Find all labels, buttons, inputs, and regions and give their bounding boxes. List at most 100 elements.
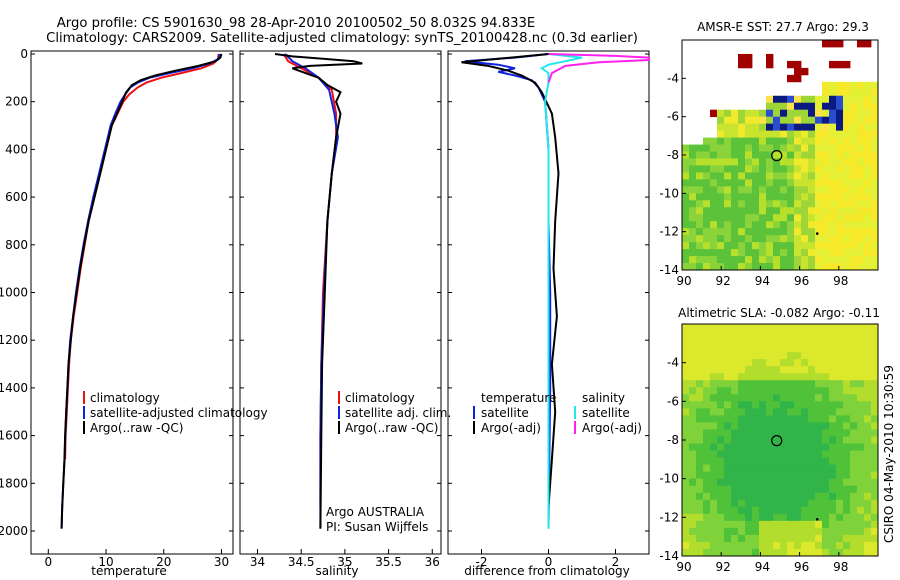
- map-cell: [703, 207, 711, 215]
- map-cell: [850, 471, 858, 480]
- map-cell: [731, 366, 739, 374]
- map-cell: [822, 394, 830, 402]
- map-cell: [808, 492, 816, 501]
- map-cell: [871, 172, 879, 180]
- map-cell: [710, 450, 718, 458]
- map-cell: [773, 506, 781, 515]
- map-cell: [857, 123, 865, 132]
- map-cell: [850, 443, 858, 451]
- map-cell: [717, 394, 725, 402]
- map-cell: [745, 394, 753, 402]
- map-cell: [857, 387, 865, 395]
- map-cell: [815, 249, 823, 257]
- map-cell: [794, 429, 802, 437]
- map-cell: [689, 401, 697, 409]
- map-cell: [759, 429, 767, 437]
- map-cell: [808, 366, 816, 374]
- map-cell: [857, 235, 865, 243]
- map-cell: [710, 324, 718, 332]
- map-cell: [787, 123, 795, 132]
- map-cell: [787, 186, 795, 194]
- map-cell: [703, 450, 711, 458]
- map-cell: [815, 242, 823, 250]
- map-cell: [745, 256, 753, 264]
- map-cell: [780, 95, 788, 104]
- map-cell: [689, 478, 697, 487]
- difference-legend: temperature satellite Argo(-adj) salinit…: [473, 391, 642, 435]
- map-cell: [850, 513, 858, 522]
- map-cell: [822, 151, 830, 159]
- map-cell: [724, 207, 732, 215]
- map-cell: [773, 116, 781, 125]
- map-cell: [836, 345, 844, 353]
- map-cell: [843, 527, 851, 536]
- map-cell: [850, 214, 858, 222]
- map-cell: [703, 527, 711, 536]
- map-cell: [710, 256, 718, 264]
- map-cell: [829, 88, 837, 97]
- map-cell: [843, 249, 851, 257]
- map-cell: [808, 256, 816, 264]
- map-cell: [689, 457, 697, 466]
- map-cell: [850, 415, 858, 423]
- map-cell: [766, 60, 774, 69]
- map-cell: [696, 408, 704, 416]
- map-cell: [738, 228, 746, 236]
- map-cell: [801, 485, 809, 494]
- map-cell: [682, 387, 690, 395]
- y-tick-label: -10: [659, 472, 679, 486]
- map-cell: [787, 102, 795, 111]
- y-tick-label: -8: [667, 148, 679, 162]
- sla-map: 90 92 94 96 98-4-6-8-10-12-14: [659, 323, 879, 574]
- map-cell: [703, 151, 711, 159]
- map-cell: [745, 165, 753, 173]
- map-cell: [801, 338, 809, 346]
- map-cell: [703, 541, 711, 550]
- map-cell: [731, 394, 739, 402]
- map-cell: [696, 165, 704, 173]
- map-cell: [710, 541, 718, 550]
- map-cell: [871, 165, 879, 173]
- x-tick-label: 10: [98, 555, 113, 569]
- map-cell: [766, 116, 774, 125]
- map-cell: [843, 520, 851, 529]
- map-cell: [696, 186, 704, 194]
- map-cell: [794, 345, 802, 353]
- map-cell: [724, 144, 732, 152]
- map-cell: [871, 499, 879, 508]
- map-cell: [857, 165, 865, 173]
- map-cell: [724, 534, 732, 543]
- legend-label-argo: Argo(..raw -QC): [90, 421, 183, 435]
- map-cell: [766, 207, 774, 215]
- map-cell: [864, 478, 872, 487]
- map-cell: [682, 338, 690, 346]
- map-cell: [738, 527, 746, 536]
- map-cell: [759, 263, 767, 271]
- map-cell: [787, 74, 795, 83]
- map-cell: [857, 352, 865, 360]
- map-cell: [857, 144, 865, 152]
- map-cell: [871, 464, 879, 473]
- map-cell: [710, 478, 718, 487]
- map-cell: [850, 200, 858, 208]
- map-cell: [850, 359, 858, 367]
- map-cell: [850, 436, 858, 444]
- map-cell: [857, 408, 865, 416]
- map-cell: [759, 158, 767, 166]
- x-tick-label: 35.5: [375, 555, 402, 569]
- map-cell: [815, 338, 823, 346]
- map-cell: [745, 471, 753, 480]
- map-cell: [717, 109, 725, 118]
- map-cell: [710, 471, 718, 480]
- map-cell: [682, 541, 690, 550]
- map-cell: [689, 352, 697, 360]
- map-cell: [836, 324, 844, 332]
- map-cell: [836, 249, 844, 257]
- map-cell: [801, 506, 809, 515]
- map-cell: [815, 401, 823, 409]
- legend-heading-temperature: temperature: [481, 391, 556, 405]
- map-cell: [710, 408, 718, 416]
- map-cell: [780, 200, 788, 208]
- map-cell: [689, 256, 697, 264]
- map-cell: [710, 221, 718, 229]
